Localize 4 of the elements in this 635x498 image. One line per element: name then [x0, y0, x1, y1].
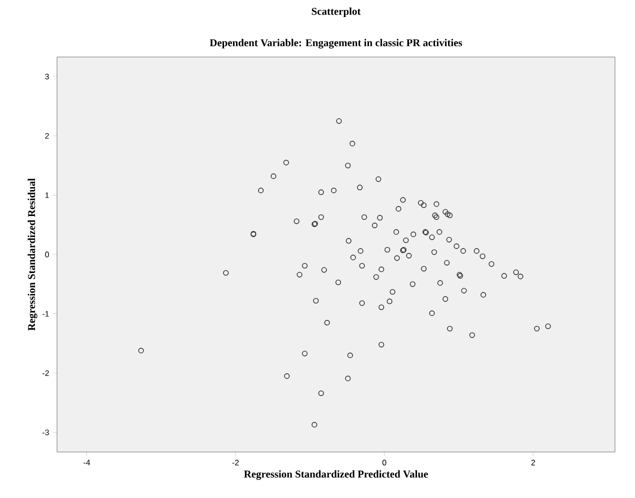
- x-axis-title: Regression Standardized Predicted Value: [244, 470, 428, 480]
- y-axis-title: Regression Standardized Residual: [28, 178, 38, 331]
- chart-subtitle: Dependent Variable: Engagement in classic PR activities: [210, 38, 462, 48]
- chart-title: Scatterplot: [312, 8, 361, 17]
